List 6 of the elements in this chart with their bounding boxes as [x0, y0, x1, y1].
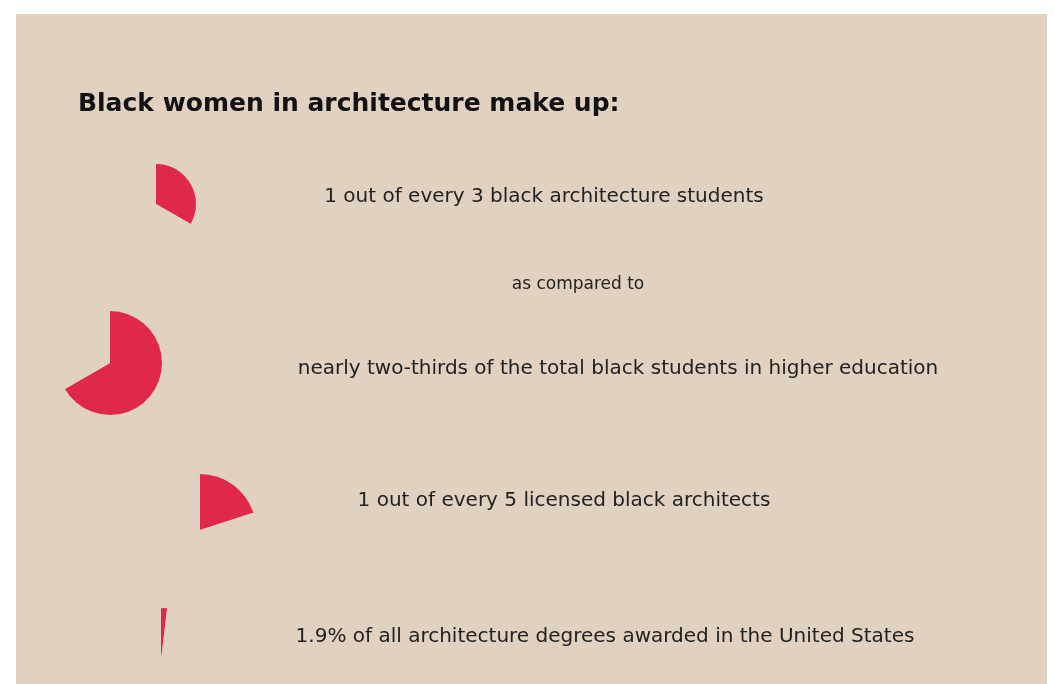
text: Black women in architecture make up: [78, 88, 620, 117]
text: 1 out of every 5 licensed black architects [357, 486, 771, 511]
text: nearly two-thirds of the total black students in higher education [297, 354, 939, 379]
text: as compared to [511, 273, 645, 293]
text: 1 out of every 3 black architecture students [324, 182, 764, 207]
text: 1.9% of all architecture degrees awarded in the United States [295, 622, 915, 647]
